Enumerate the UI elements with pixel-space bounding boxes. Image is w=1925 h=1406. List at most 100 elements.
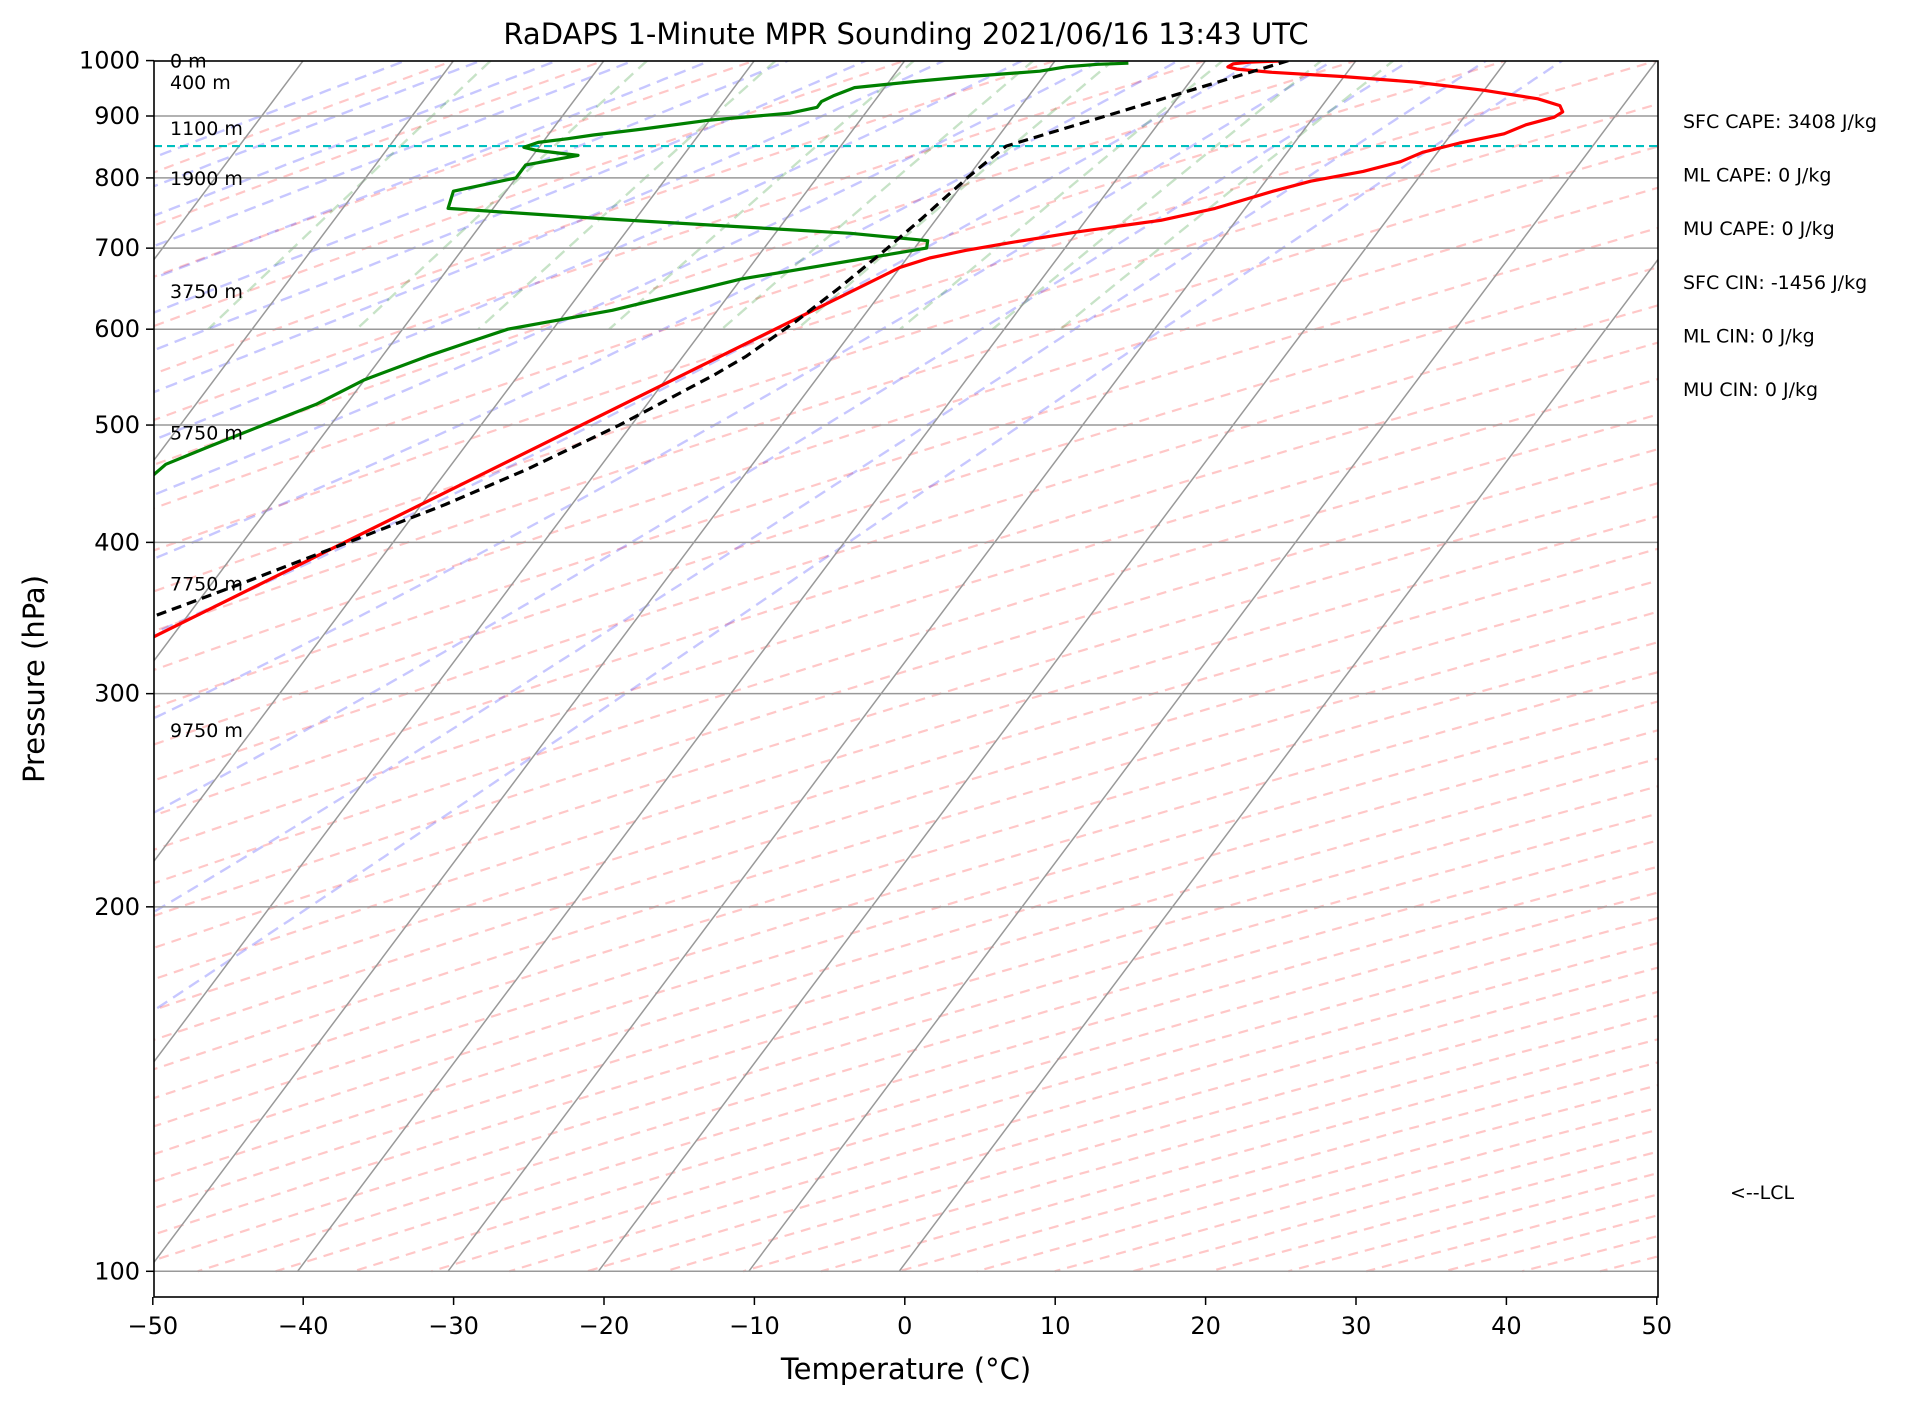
- dry-adiabat: [275, 865, 1658, 1273]
- background-lines: [154, 35, 1925, 1273]
- isotherm: [447, 61, 1357, 1272]
- y-tick-label: 700: [94, 234, 140, 262]
- x-tick-label: −40: [278, 1312, 329, 1340]
- dry-adiabat: [154, 515, 1658, 981]
- height-label: 1100 m: [170, 118, 243, 140]
- stat-line: ML CIN: 0 J/kg: [1683, 325, 1815, 347]
- height-label: 5750 m: [170, 422, 243, 444]
- y-tick-label: 600: [94, 315, 140, 343]
- y-tick-label: 900: [94, 102, 140, 130]
- dry-adiabat: [154, 61, 607, 227]
- moist-adiabat: [154, 61, 408, 159]
- moist-adiabat: [154, 61, 1103, 497]
- x-tick-label: 10: [1040, 1312, 1071, 1340]
- y-tick-label: 1000: [79, 47, 140, 75]
- x-tick-label: −30: [428, 1312, 479, 1340]
- dry-adiabat: [154, 729, 1658, 1183]
- dry-adiabat: [1912, 35, 1925, 1271]
- dry-adiabat: [154, 266, 1658, 746]
- moist-adiabat: [154, 61, 1564, 1012]
- x-tick-label: −20: [579, 1312, 630, 1340]
- height-label: 0 m: [170, 51, 207, 73]
- moist-adiabat: [154, 61, 1258, 635]
- x-axis-label: Temperature (°C): [780, 1352, 1031, 1386]
- moist-adiabat: [154, 61, 1488, 914]
- stat-line: SFC CAPE: 3408 J/kg: [1683, 111, 1877, 133]
- dry-adiabat: [154, 226, 1658, 709]
- dry-adiabat: [154, 785, 1658, 1236]
- dry-adiabat: [154, 341, 1658, 817]
- axis-ticks: −50 −40 −30 −20 −10 0 10 20 30 40 50 100 200 300 400 50…: [79, 47, 1672, 1340]
- isotherm: [154, 61, 605, 662]
- dry-adiabat: [154, 145, 1658, 633]
- isotherm: [154, 61, 906, 1063]
- y-tick-label: 500: [94, 411, 140, 439]
- x-tick-label: −50: [127, 1312, 178, 1340]
- moist-adiabat: [154, 61, 1412, 814]
- dry-adiabat: [154, 61, 1208, 422]
- dry-adiabat: [154, 610, 1658, 1071]
- moist-adiabat: [154, 61, 791, 314]
- mixing-ratio-line: [1059, 61, 1395, 331]
- isotherm: [898, 258, 1658, 1272]
- dry-adiabat: [154, 61, 1058, 375]
- dry-adiabat: [1834, 35, 1925, 1271]
- dry-adiabat: [1366, 1193, 1658, 1273]
- height-label: 9750 m: [170, 720, 243, 742]
- isotherm: [154, 61, 455, 462]
- moist-adiabat: [154, 61, 869, 352]
- stats-panel: SFC CAPE: 3408 J/kg ML CAPE: 0 J/kg MU CAP…: [1683, 111, 1877, 401]
- moist-adiabat: [154, 61, 484, 188]
- y-tick-label: 300: [94, 680, 140, 708]
- x-tick-label: 40: [1491, 1312, 1522, 1340]
- y-tick-label: 400: [94, 528, 140, 556]
- dry-adiabat: [154, 304, 1658, 782]
- dry-adiabat: [154, 61, 1509, 510]
- moist-adiabat: [154, 61, 636, 248]
- dry-adiabat: [154, 757, 1658, 1210]
- x-tick-label: 20: [1190, 1312, 1221, 1340]
- isotherm: [597, 61, 1508, 1272]
- dry-adiabat: [154, 377, 1658, 851]
- isotherm: [154, 61, 756, 863]
- mixing-ratio-line: [477, 61, 778, 331]
- y-tick-label: 100: [94, 1257, 140, 1285]
- x-tick-label: 0: [897, 1312, 912, 1340]
- stat-line: MU CIN: 0 J/kg: [1683, 379, 1818, 401]
- isotherm: [748, 61, 1658, 1272]
- parcel-line: [154, 61, 1289, 618]
- y-axis-label: Pressure (hPa): [17, 575, 51, 783]
- isotherm: [154, 61, 304, 261]
- moist-adiabat: [154, 61, 1025, 442]
- plot-frame: [153, 60, 1659, 1298]
- dewpoint-line: [154, 61, 1129, 477]
- x-tick-label: 50: [1642, 1312, 1673, 1340]
- height-label: 400 m: [170, 72, 231, 94]
- mixing-ratio-line: [355, 61, 649, 331]
- grid: [154, 61, 1658, 1273]
- lcl-label: <--LCL: [1730, 1182, 1794, 1204]
- stat-line: SFC CIN: -1456 J/kg: [1683, 272, 1867, 294]
- dry-adiabat: [154, 61, 908, 328]
- chart-title: RaDAPS 1-Minute MPR Sounding 2021/06/16 …: [503, 17, 1308, 51]
- x-tick-label: 30: [1341, 1312, 1372, 1340]
- dry-adiabat: [154, 102, 1658, 593]
- mixing-ratio-line: [608, 61, 916, 331]
- temperature-line: [154, 61, 1565, 639]
- mixing-ratio-line: [899, 61, 1225, 331]
- moist-adiabat: [154, 61, 560, 217]
- dry-adiabat: [154, 61, 757, 278]
- y-tick-label: 200: [94, 893, 140, 921]
- height-label: 3750 m: [170, 281, 243, 303]
- height-label: 1900 m: [170, 168, 243, 190]
- stat-line: ML CAPE: 0 J/kg: [1683, 165, 1831, 187]
- moist-adiabat: [154, 61, 1181, 560]
- height-label: 7750 m: [170, 573, 243, 595]
- y-tick-label: 800: [94, 164, 140, 192]
- dry-adiabat: [154, 547, 1658, 1011]
- isotherm: [296, 61, 1207, 1272]
- mixing-ratio-line: [796, 61, 1115, 331]
- data-series: [154, 61, 1658, 639]
